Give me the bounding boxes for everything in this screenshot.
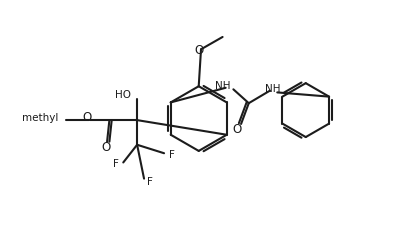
- Text: O: O: [101, 141, 110, 154]
- Text: HO: HO: [115, 91, 131, 100]
- Text: O: O: [195, 44, 204, 57]
- Text: F: F: [169, 150, 174, 160]
- Text: NH: NH: [265, 84, 280, 94]
- Text: F: F: [113, 159, 119, 169]
- Text: methyl: methyl: [22, 113, 59, 123]
- Text: NH: NH: [215, 81, 230, 91]
- Text: F: F: [147, 177, 153, 188]
- Text: O: O: [83, 111, 92, 124]
- Text: O: O: [233, 123, 242, 136]
